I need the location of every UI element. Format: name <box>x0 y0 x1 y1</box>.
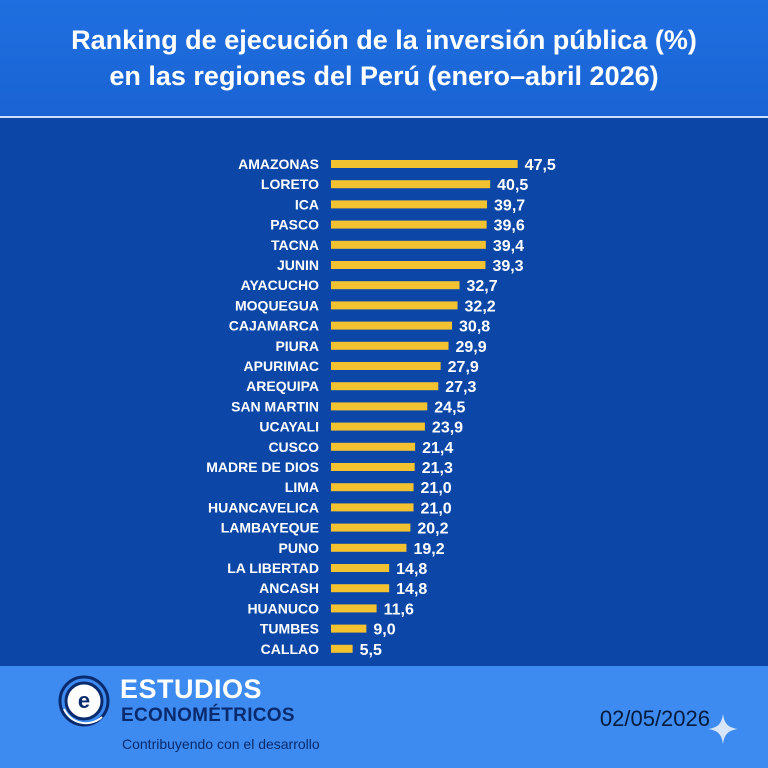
chart-title-line-1: Ranking de ejecución de la inversión púb… <box>71 25 697 55</box>
category-label: AREQUIPA <box>246 378 319 394</box>
brand-logo-icon: e <box>58 675 110 727</box>
value-label: 21,3 <box>422 460 453 477</box>
value-label: 9,0 <box>373 622 395 639</box>
bar <box>331 624 367 633</box>
category-label: LA LIBERTAD <box>227 560 319 576</box>
bar <box>331 463 415 471</box>
bar <box>331 261 486 269</box>
value-label: 27,3 <box>445 379 476 396</box>
category-label: UCAYALI <box>259 419 319 435</box>
value-label: 24,5 <box>434 399 465 416</box>
value-label: 29,9 <box>456 339 487 356</box>
category-label: LIMA <box>285 479 319 495</box>
category-label: PIURA <box>275 338 319 354</box>
value-label: 20,2 <box>417 521 448 538</box>
category-label: ICA <box>295 196 319 212</box>
value-label: 21,0 <box>421 500 452 517</box>
value-label: 21,0 <box>421 480 452 497</box>
category-label: HUANUCO <box>247 600 319 616</box>
category-label: LORETO <box>261 176 319 192</box>
bar <box>331 301 458 310</box>
category-label: CALLAO <box>261 641 319 657</box>
bar <box>331 564 390 572</box>
category-label: TACNA <box>271 237 319 253</box>
category-label: AYACUCHO <box>241 277 319 293</box>
value-label: 39,6 <box>494 218 525 235</box>
category-label: MADRE DE DIOS <box>206 459 319 475</box>
bar <box>331 220 487 229</box>
bar <box>331 584 390 593</box>
bar <box>331 422 425 431</box>
bar-chart: AMAZONAS 47,5 LORETO 40,5 ICA 39,7 PASCO 39,6 TA… <box>206 156 556 659</box>
value-label: 11,6 <box>384 601 414 618</box>
bar <box>331 362 441 370</box>
chart-title-line-2: en las regiones del Perú (enero–abril 20… <box>109 61 659 91</box>
value-label: 19,2 <box>413 541 444 558</box>
bar <box>331 321 453 330</box>
value-label: 40,5 <box>497 177 528 194</box>
category-label: CAJAMARCA <box>229 318 319 334</box>
header-divider <box>0 116 768 118</box>
value-label: 39,4 <box>493 238 524 255</box>
chart-background <box>0 118 768 666</box>
category-label: LAMBAYEQUE <box>221 520 319 536</box>
brand-name-line-2: ECONOMÉTRICOS <box>121 705 295 726</box>
chart-title: Ranking de ejecución de la inversión púb… <box>0 22 768 94</box>
bar <box>331 442 416 451</box>
value-label: 47,5 <box>525 157 556 174</box>
value-label: 23,9 <box>432 420 463 437</box>
brand-logo-letter: e <box>78 688 90 713</box>
category-label: JUNIN <box>277 257 319 273</box>
bar <box>331 543 407 552</box>
bar <box>331 281 460 290</box>
value-label: 27,9 <box>448 359 479 376</box>
value-label: 39,3 <box>492 258 523 275</box>
sparkle-icon <box>708 714 738 744</box>
brand-tagline: Contribuyendo con el desarrollo <box>122 736 320 752</box>
category-label: MOQUEGUA <box>235 297 319 313</box>
bar <box>331 523 411 532</box>
bar <box>331 644 353 653</box>
category-label: SAN MARTIN <box>231 398 319 414</box>
bar <box>331 180 491 189</box>
publication-date: 02/05/2026 <box>599 706 710 731</box>
header-banner <box>0 0 768 116</box>
bar <box>331 341 449 350</box>
bar <box>331 382 439 391</box>
value-label: 21,4 <box>422 440 453 457</box>
value-label: 14,8 <box>396 581 427 598</box>
value-label: 32,7 <box>467 278 498 295</box>
category-label: AMAZONAS <box>238 156 319 172</box>
bar <box>331 483 414 492</box>
footer-banner <box>0 666 768 768</box>
category-label: CUSCO <box>268 439 319 455</box>
bar <box>331 503 414 512</box>
value-label: 5,5 <box>360 642 382 659</box>
bar <box>331 160 518 168</box>
bar <box>331 200 488 209</box>
bar <box>331 604 377 613</box>
value-label: 39,7 <box>494 197 525 214</box>
value-label: 30,8 <box>459 319 490 336</box>
value-label: 14,8 <box>396 561 427 578</box>
category-label: ANCASH <box>259 580 319 596</box>
brand-name-line-1: ESTUDIOS <box>120 674 263 704</box>
category-label: APURIMAC <box>244 358 319 374</box>
category-label: HUANCAVELICA <box>208 499 319 515</box>
category-label: PASCO <box>270 217 319 233</box>
value-label: 32,2 <box>465 298 496 315</box>
bar <box>331 240 486 249</box>
bar <box>331 402 428 411</box>
category-label: TUMBES <box>260 621 319 637</box>
category-label: PUNO <box>279 540 320 556</box>
